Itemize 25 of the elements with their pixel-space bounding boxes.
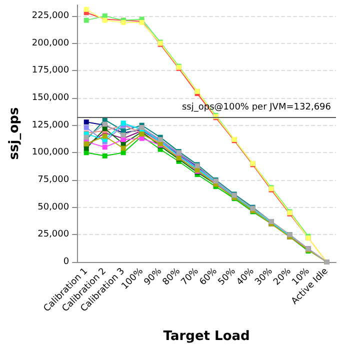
y-tick-label: 200,000 bbox=[32, 38, 70, 48]
y-tick-label: 0 bbox=[63, 257, 70, 267]
point bbox=[102, 144, 108, 150]
y-tick-label: 25,000 bbox=[38, 230, 70, 240]
point bbox=[84, 120, 89, 125]
point bbox=[102, 13, 108, 18]
y-tick-label: 50,000 bbox=[38, 202, 70, 212]
point bbox=[120, 20, 126, 25]
y-tick-label: 75,000 bbox=[38, 174, 70, 185]
y-tick-label: 100,000 bbox=[32, 148, 70, 158]
point bbox=[84, 6, 89, 12]
point bbox=[120, 146, 126, 151]
point bbox=[84, 134, 89, 140]
point bbox=[102, 153, 108, 158]
y-tick-label: 175,000 bbox=[32, 66, 70, 76]
y-axis-title: ssj_ops bbox=[7, 107, 22, 160]
point bbox=[84, 18, 89, 23]
point bbox=[84, 124, 89, 130]
x-axis-title: Target Load bbox=[163, 329, 250, 344]
y-tick-label: 125,000 bbox=[32, 120, 70, 130]
point bbox=[120, 132, 126, 138]
point bbox=[102, 134, 108, 139]
y-tick-label: 150,000 bbox=[32, 92, 70, 103]
point bbox=[84, 146, 89, 151]
y-tick-label: 225,000 bbox=[32, 10, 70, 21]
